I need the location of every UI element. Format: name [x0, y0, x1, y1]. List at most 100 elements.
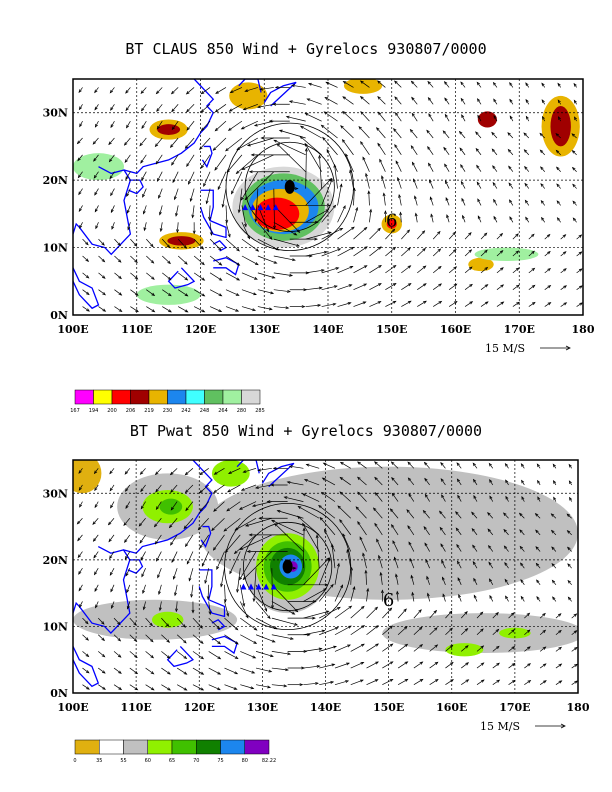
wind-arrow — [321, 248, 341, 257]
wind-arrow — [476, 679, 485, 685]
wind-arrow-head — [566, 530, 571, 534]
x-tick-label: 100E — [57, 701, 88, 714]
wind-arrow — [140, 154, 147, 164]
wind-arrow — [303, 588, 327, 602]
wind-arrow-head — [389, 661, 394, 665]
wind-arrow — [414, 196, 418, 206]
wind-arrow-head — [459, 147, 463, 152]
wind-arrow — [439, 510, 446, 519]
wind-arrow — [176, 684, 187, 691]
wind-arrow — [544, 234, 551, 240]
wind-arrow-head — [166, 639, 171, 643]
colorbar-level: 167 — [70, 408, 80, 414]
wind-arrow-head — [578, 268, 583, 272]
wind-arrow-head — [418, 626, 423, 631]
wind-arrow — [461, 662, 469, 669]
wind-arrow-head — [185, 507, 189, 512]
wind-arrow — [303, 610, 329, 619]
wind-arrow-head — [126, 193, 130, 198]
wind-arrow-head — [140, 90, 144, 95]
wind-arrow — [491, 132, 498, 139]
wind-arrow — [455, 527, 462, 536]
wind-arrow — [201, 120, 211, 131]
wind-arrow — [139, 518, 146, 527]
wind-arrow — [461, 114, 466, 122]
wind-arrow — [273, 255, 296, 261]
wind-arrow-head — [531, 250, 535, 255]
coastline — [73, 545, 131, 635]
wind-arrow-head — [508, 199, 513, 204]
wind-arrow-head — [406, 229, 411, 234]
wind-arrow-head — [337, 606, 341, 610]
wind-arrow-head — [480, 645, 485, 649]
colorbar-level: 55 — [120, 758, 126, 764]
wind-arrow — [139, 534, 146, 544]
wind-arrow — [171, 87, 179, 95]
x-tick-label: 150E — [373, 701, 404, 714]
wind-arrow-head — [392, 283, 397, 287]
wind-arrow-head — [383, 210, 387, 214]
shading-region — [477, 111, 497, 128]
wind-arrow-head — [321, 477, 326, 481]
wind-arrow-head — [504, 578, 508, 583]
wind-arrow-head — [377, 554, 381, 559]
wind-arrow — [525, 217, 530, 223]
wind-arrow-head — [289, 273, 294, 277]
wind-arrow-head — [342, 80, 347, 85]
wind-arrow — [560, 268, 567, 274]
wind-arrow — [528, 302, 536, 307]
wind-arrow-head — [430, 213, 434, 218]
wind-arrow — [368, 191, 370, 206]
wind-arrow — [456, 462, 462, 469]
gyreloc-triangle — [255, 583, 262, 590]
wind-arrow-head — [109, 555, 113, 560]
wind-arrow — [473, 578, 478, 585]
wind-arrow-head — [186, 127, 190, 131]
wind-arrow-head — [236, 247, 240, 252]
wind-arrow — [555, 680, 562, 685]
wind-arrow — [446, 214, 450, 223]
wind-arrow — [509, 115, 514, 122]
wind-arrow — [193, 306, 205, 313]
wind-arrow — [489, 595, 494, 602]
wind-arrow — [505, 595, 509, 602]
wind-arrow-head — [488, 561, 492, 566]
wind-arrow — [353, 265, 368, 274]
wind-arrow-head — [541, 115, 545, 120]
wind-arrow-head — [199, 146, 203, 150]
wind-arrow — [337, 205, 346, 223]
wind-arrow-head — [111, 605, 114, 610]
wind-arrow-head — [468, 232, 472, 236]
wind-arrow-head — [294, 187, 299, 191]
wind-arrow — [476, 628, 484, 636]
wind-arrow-head — [536, 463, 540, 468]
wind-arrow — [192, 667, 204, 675]
wind-arrow-head — [78, 191, 82, 196]
wind-arrow-head — [86, 686, 90, 690]
gyre-circle — [243, 521, 333, 612]
wind-arrow — [337, 226, 355, 240]
wind-arrow — [374, 523, 383, 536]
wind-arrow-head — [360, 111, 364, 115]
wind-arrow — [340, 477, 351, 486]
wind-arrow-head — [283, 684, 288, 688]
wind-arrow — [125, 484, 131, 492]
wind-arrow-head — [237, 209, 241, 214]
wind-arrow-head — [526, 612, 531, 617]
wind-arrow — [571, 613, 577, 619]
wind-arrow — [145, 617, 153, 626]
wind-arrow-head — [521, 496, 525, 500]
wind-arrow-head — [503, 512, 507, 516]
wind-arrow-head — [407, 300, 412, 304]
wind-arrow-head — [330, 583, 334, 588]
shading-region — [445, 643, 484, 657]
wind-arrow — [239, 584, 245, 607]
wind-arrow — [448, 266, 457, 274]
wind-arrow-head — [444, 113, 448, 118]
wind-arrow-head — [539, 132, 543, 137]
colorbar-swatch — [148, 389, 168, 405]
coastline — [123, 79, 215, 175]
wind-arrow — [415, 213, 418, 223]
wind-arrow-head — [303, 649, 308, 653]
wind-arrow-head — [411, 96, 415, 101]
